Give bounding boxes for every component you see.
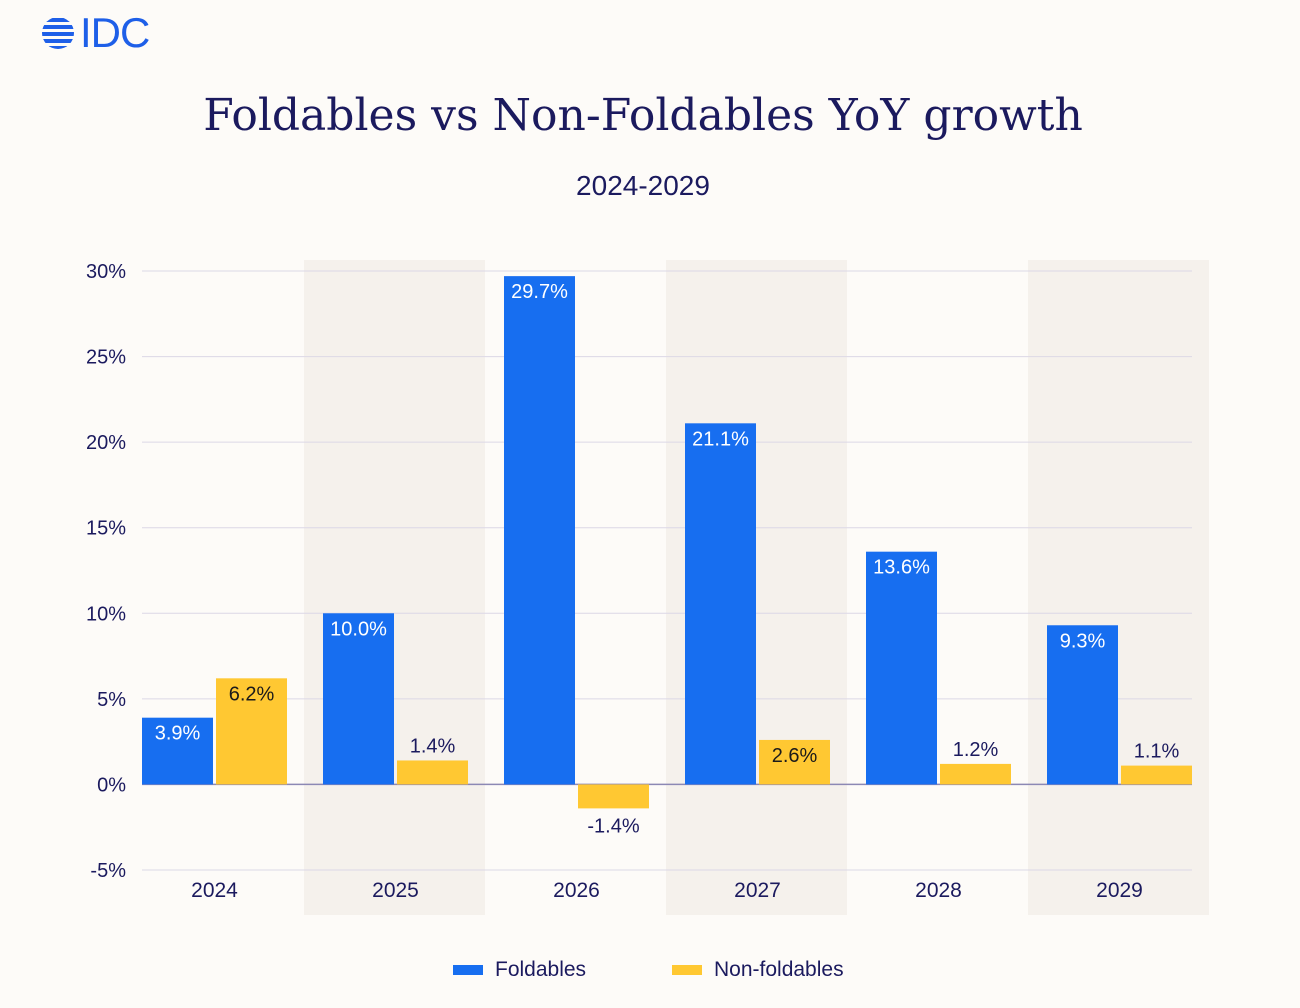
data-label-foldables-2028: 13.6% [873,557,930,579]
data-label-foldables-2024: 3.9% [155,723,201,745]
x-tick-label-2025: 2025 [372,879,419,902]
y-axis: 30% 25% 20% 15% 10% 5% 0% -5% [86,261,126,882]
gridlines [142,270,1192,871]
band-2025 [304,260,485,915]
y-tick-label: 30% [86,261,126,283]
data-label-non-foldables-2025: 1.4% [410,735,456,757]
bar-foldables-2026 [504,276,575,785]
y-tick-label: 10% [86,603,126,625]
x-tick-label-2026: 2026 [553,879,600,902]
data-label-non-foldables-2024: 6.2% [229,683,275,705]
bar-foldables-2028 [866,551,937,785]
bar-foldables-2029 [1047,625,1118,785]
chart-subtitle: 2024-2029 [576,170,710,201]
legend-swatch-non-foldables [672,965,702,975]
legend-item-non-foldables: Non-foldables [672,958,844,982]
data-label-non-foldables-2029: 1.1% [1134,741,1180,763]
category-bands [304,260,1209,915]
y-tick-label: -5% [90,860,126,882]
bar-non-foldables-2025 [397,760,468,785]
bar-non-foldables-2026 [578,784,649,809]
x-axis: 2024 2025 2026 2027 2028 2029 [191,879,1143,902]
y-tick-label: 15% [86,518,126,540]
data-label-non-foldables-2028: 1.2% [953,739,999,761]
logo-text: IDC [80,9,150,56]
chart-title: Foldables vs Non-Foldables YoY growth [203,90,1083,141]
x-tick-label-2024: 2024 [191,879,238,902]
y-tick-label: 25% [86,347,126,369]
data-label-non-foldables-2026: -1.4% [587,815,639,837]
bar-non-foldables-2028 [940,763,1011,785]
globe-logo-icon [42,18,74,49]
x-tick-label-2029: 2029 [1096,879,1143,902]
data-label-foldables-2025: 10.0% [330,618,387,640]
y-tick-label: 5% [97,689,126,711]
legend-item-foldables: Foldables [453,958,586,982]
data-label-foldables-2026: 29.7% [511,281,568,303]
bar-foldables-2027 [685,423,756,785]
data-label-foldables-2029: 9.3% [1060,630,1106,652]
legend-swatch-foldables [453,965,483,975]
band-2029 [1028,260,1209,915]
y-tick-label: 0% [97,774,126,796]
legend-label-foldables: Foldables [495,958,587,981]
bar-non-foldables-2029 [1121,765,1192,785]
idc-logo: IDC [40,9,150,56]
bar-non-foldables-2024 [216,678,287,785]
x-tick-label-2028: 2028 [915,879,962,902]
data-label-foldables-2027: 21.1% [692,428,749,450]
bars [142,276,1192,809]
y-tick-label: 20% [86,432,126,454]
bar-non-foldables-2027 [759,739,830,785]
bar-foldables-2024 [142,717,213,785]
data-label-non-foldables-2027: 2.6% [772,745,818,767]
bar-chart: 30% 25% 20% 15% 10% 5% 0% -5% 3.9% 6.2% 10.0% 1.4%… [86,260,1209,915]
x-tick-label-2027: 2027 [734,879,781,902]
bar-foldables-2025 [323,613,394,785]
legend-label-non-foldables: Non-foldables [714,958,844,981]
data-labels: 3.9% 6.2% 10.0% 1.4% 29.7% -1.4% 21.1% 2.6% 13.6… [155,281,1180,837]
